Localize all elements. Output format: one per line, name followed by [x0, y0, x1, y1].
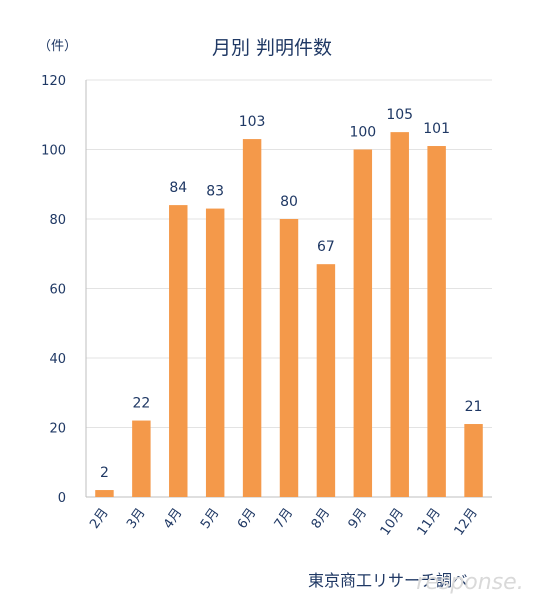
y-tick-label: 80: [49, 213, 66, 228]
y-tick-label: 0: [58, 491, 66, 506]
chart-title: 月別 判明件数: [212, 37, 332, 59]
bar: [279, 219, 299, 497]
x-tick-label: 9月: [346, 506, 370, 532]
data-label: 22: [132, 396, 150, 412]
y-axis-ticks: 0 20 40 60 80 100 120: [41, 74, 66, 506]
bar: [464, 424, 483, 497]
x-tick-label: 2月: [87, 506, 111, 532]
x-tick-label: 10月: [378, 506, 407, 539]
x-tick-label: 6月: [235, 506, 259, 532]
bar: [390, 132, 409, 497]
y-tick-label: 100: [41, 144, 66, 159]
bar: [205, 208, 225, 497]
data-label: 103: [239, 114, 266, 130]
data-label: 83: [206, 184, 224, 200]
x-tick-label: 3月: [124, 506, 148, 532]
data-label: 105: [386, 107, 413, 123]
watermark-logo: response.: [416, 570, 523, 595]
y-tick-label: 60: [49, 283, 66, 298]
data-label: 100: [349, 125, 376, 141]
bar: [242, 139, 262, 497]
x-tick-label: 7月: [272, 506, 296, 532]
source-note: 東京商工リサーチ調べ: [308, 571, 468, 590]
x-tick-label: 11月: [415, 506, 444, 539]
bar: [132, 420, 151, 497]
y-tick-label: 120: [41, 74, 66, 89]
x-tick-label: 5月: [198, 506, 222, 532]
bar: [353, 149, 373, 497]
x-tick-label: 12月: [452, 506, 481, 539]
unit-label: （件）: [38, 39, 77, 54]
data-label: 21: [465, 399, 483, 415]
data-label: 80: [280, 194, 298, 210]
y-tick-label: 20: [49, 422, 66, 437]
bars: [95, 132, 483, 497]
bar: [316, 264, 336, 497]
data-label: 67: [317, 239, 335, 255]
data-label: 2: [100, 465, 109, 481]
data-label: 101: [423, 121, 450, 137]
x-tick-label: 8月: [309, 506, 333, 532]
bar: [427, 146, 446, 497]
data-label: 84: [169, 180, 187, 196]
bar: [169, 205, 188, 497]
y-tick-label: 40: [49, 352, 66, 367]
x-axis-ticks: 2月 3月 4月 5月 6月 7月 8月 9月 10月 11月 12月: [87, 506, 481, 539]
bar: [95, 490, 114, 497]
x-tick-label: 4月: [161, 506, 185, 532]
